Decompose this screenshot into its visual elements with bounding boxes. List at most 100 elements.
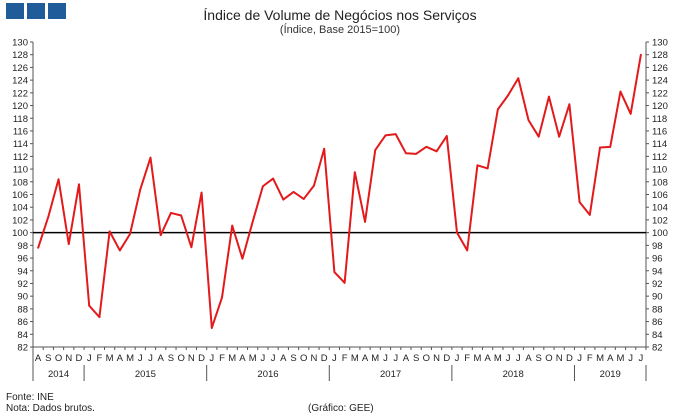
data-point bbox=[639, 53, 642, 56]
x-month-label: J bbox=[506, 353, 511, 364]
y-tick-label-left: 114 bbox=[13, 139, 28, 150]
data-point bbox=[292, 191, 295, 193]
data-point bbox=[445, 135, 448, 137]
x-month-label: M bbox=[473, 353, 481, 364]
data-point bbox=[282, 198, 285, 201]
x-year-label: 2014 bbox=[48, 369, 69, 380]
data-point bbox=[323, 147, 326, 150]
y-tick-label-right: 112 bbox=[652, 152, 667, 163]
data-point bbox=[302, 198, 305, 200]
x-month-label: D bbox=[76, 353, 83, 364]
ine-logo bbox=[6, 3, 66, 19]
data-point bbox=[578, 201, 581, 204]
y-tick-label-left: 108 bbox=[12, 177, 28, 188]
x-month-label: O bbox=[545, 353, 552, 364]
logo-block-icon bbox=[27, 3, 45, 19]
y-tick-label-right: 94 bbox=[652, 266, 663, 277]
data-point bbox=[486, 167, 489, 170]
data-point bbox=[353, 171, 356, 174]
data-point bbox=[190, 246, 193, 249]
x-year-label: 2015 bbox=[135, 369, 156, 380]
data-point bbox=[57, 178, 60, 181]
x-year-label: 2019 bbox=[600, 369, 621, 380]
data-point bbox=[170, 212, 172, 214]
y-tick-label-right: 116 bbox=[652, 126, 667, 137]
x-month-label: M bbox=[494, 353, 502, 364]
data-point bbox=[251, 220, 254, 223]
data-point bbox=[78, 183, 80, 186]
x-month-label: S bbox=[536, 353, 542, 364]
x-month-label: O bbox=[177, 353, 184, 364]
data-point bbox=[548, 95, 550, 98]
y-tick-label-right: 86 bbox=[652, 317, 663, 328]
x-month-label: S bbox=[413, 353, 419, 364]
y-tick-label-left: 116 bbox=[13, 126, 28, 137]
x-month-label: A bbox=[403, 353, 410, 364]
x-year-label: 2016 bbox=[257, 369, 278, 380]
data-point bbox=[313, 184, 315, 187]
x-month-label: F bbox=[219, 353, 225, 364]
data-point bbox=[466, 249, 469, 252]
x-month-label: J bbox=[87, 353, 92, 364]
x-month-label: F bbox=[342, 353, 348, 364]
y-tick-label-right: 98 bbox=[652, 241, 663, 252]
x-month-label: J bbox=[383, 353, 388, 364]
data-point bbox=[374, 149, 377, 151]
y-tick-label-left: 86 bbox=[17, 317, 28, 328]
y-tick-label-left: 112 bbox=[13, 152, 28, 163]
x-year-label: 2018 bbox=[503, 369, 524, 380]
data-point bbox=[333, 271, 336, 273]
data-point bbox=[180, 214, 183, 217]
source-note: Fonte: INE bbox=[6, 392, 54, 403]
y-tick-label-left: 118 bbox=[13, 114, 28, 125]
data-point bbox=[343, 281, 346, 284]
data-point bbox=[384, 134, 387, 137]
x-month-label: N bbox=[65, 353, 72, 364]
y-tick-label-right: 114 bbox=[652, 139, 667, 150]
y-tick-label-right: 126 bbox=[652, 63, 668, 74]
y-tick-label-right: 124 bbox=[652, 76, 668, 87]
y-tick-label-right: 102 bbox=[652, 215, 668, 226]
data-point bbox=[496, 108, 499, 111]
data-point bbox=[507, 94, 509, 97]
y-tick-label-left: 96 bbox=[17, 254, 28, 265]
y-tick-label-left: 126 bbox=[12, 63, 28, 74]
y-tick-label-left: 102 bbox=[12, 215, 28, 226]
x-month-label: O bbox=[300, 353, 307, 364]
x-month-label: N bbox=[188, 353, 195, 364]
x-month-label: F bbox=[97, 353, 103, 364]
data-point bbox=[599, 146, 601, 149]
y-tick-label-right: 88 bbox=[652, 304, 663, 315]
x-month-label: A bbox=[158, 353, 165, 364]
y-tick-label-right: 82 bbox=[652, 343, 663, 354]
y-tick-label-left: 124 bbox=[12, 76, 28, 87]
y-tick-label-left: 128 bbox=[12, 50, 28, 61]
x-month-label: M bbox=[106, 353, 114, 364]
data-point bbox=[210, 327, 213, 329]
data-point bbox=[47, 215, 50, 218]
y-tick-label-left: 100 bbox=[12, 228, 28, 239]
y-tick-label-left: 130 bbox=[12, 38, 28, 49]
data-point bbox=[364, 220, 366, 223]
data-point bbox=[231, 224, 234, 227]
data-point bbox=[425, 145, 428, 148]
x-month-label: A bbox=[484, 353, 491, 364]
x-month-label: J bbox=[516, 353, 521, 364]
y-tick-label-left: 98 bbox=[17, 241, 28, 252]
y-tick-label-left: 120 bbox=[12, 101, 28, 112]
data-point bbox=[405, 152, 407, 155]
data-point bbox=[37, 246, 40, 249]
x-month-label: O bbox=[423, 353, 430, 364]
x-month-label: S bbox=[168, 353, 174, 364]
y-tick-label-right: 122 bbox=[652, 88, 668, 99]
data-point bbox=[537, 135, 540, 138]
x-month-label: D bbox=[321, 353, 328, 364]
x-month-label: A bbox=[35, 353, 42, 364]
x-month-label: F bbox=[464, 353, 470, 364]
data-point bbox=[588, 213, 591, 216]
data-point bbox=[221, 296, 223, 299]
x-month-label: D bbox=[566, 353, 573, 364]
logo-block-icon bbox=[48, 3, 66, 19]
y-tick-label-right: 110 bbox=[652, 165, 667, 176]
x-month-label: S bbox=[45, 353, 51, 364]
